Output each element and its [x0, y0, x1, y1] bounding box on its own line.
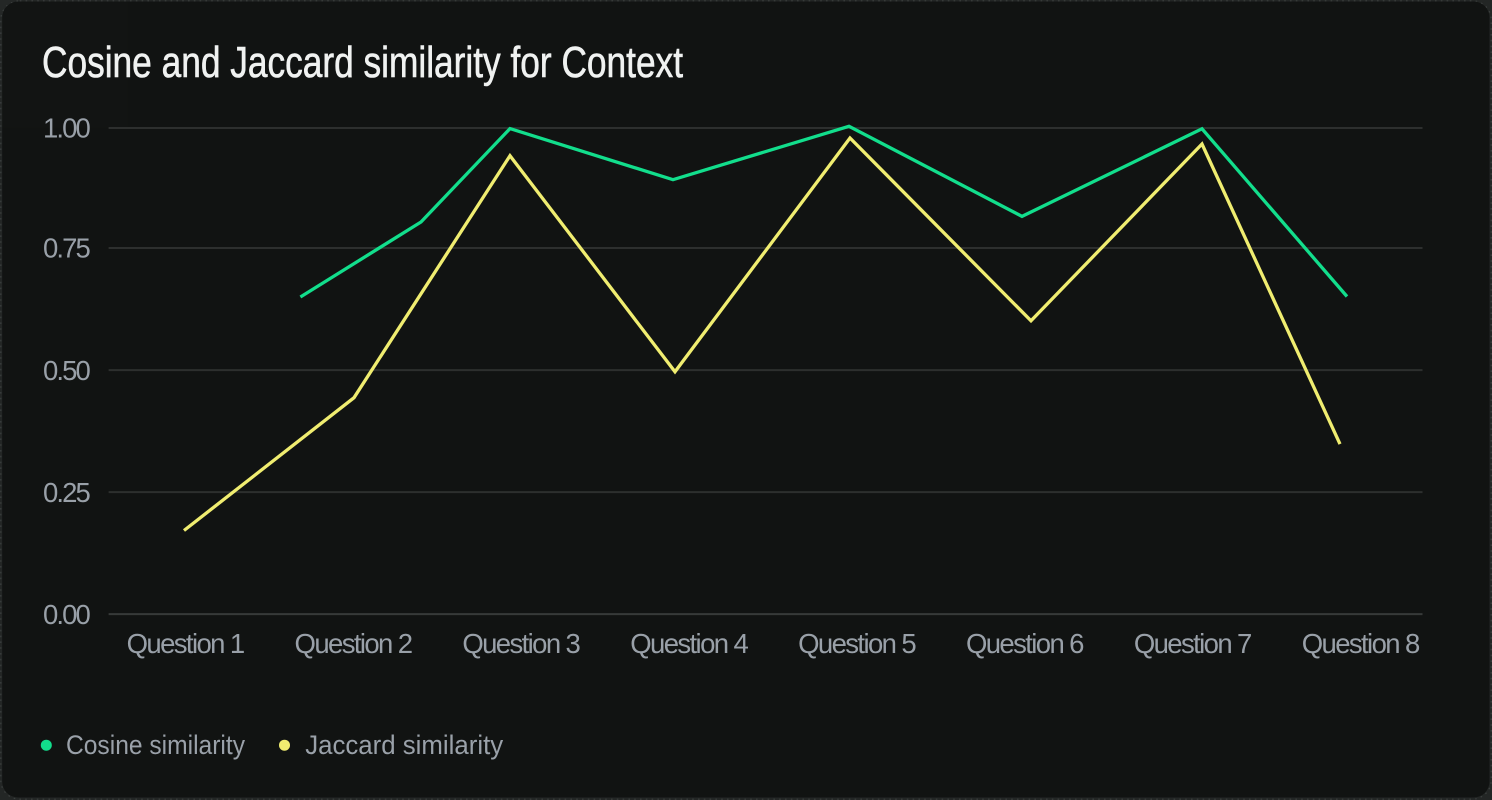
svg-text:0.00: 0.00 [43, 599, 91, 630]
svg-text:Cosine similarity: Cosine similarity [66, 730, 245, 760]
svg-text:Question 1: Question 1 [127, 628, 246, 659]
svg-text:Question 3: Question 3 [462, 628, 581, 659]
svg-text:Jaccard similarity: Jaccard similarity [305, 730, 503, 760]
svg-text:0.75: 0.75 [43, 233, 91, 264]
svg-text:0.25: 0.25 [43, 477, 91, 508]
svg-text:1.00: 1.00 [43, 113, 91, 144]
svg-text:Question 4: Question 4 [630, 628, 749, 659]
svg-text:Question 7: Question 7 [1134, 628, 1253, 659]
svg-text:0.50: 0.50 [43, 355, 91, 386]
svg-text:Question 6: Question 6 [966, 628, 1085, 659]
svg-text:Question 8: Question 8 [1302, 628, 1421, 659]
svg-text:Question 2: Question 2 [295, 628, 414, 659]
svg-text:Question 5: Question 5 [798, 628, 917, 659]
svg-text:Cosine and Jaccard similarity: Cosine and Jaccard similarity for Contex… [42, 38, 683, 87]
